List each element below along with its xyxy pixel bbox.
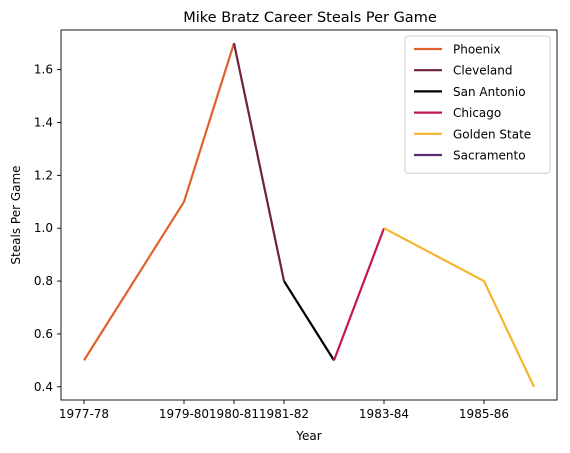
series-line-phoenix (83, 42, 236, 361)
y-tick-label: 1.4 (34, 116, 53, 130)
x-axis-title: Year (295, 429, 321, 443)
y-axis-title: Steals Per Game (9, 165, 23, 264)
legend-label: Chicago (453, 106, 501, 120)
x-tick-label: 1979-80 (159, 407, 209, 421)
legend-label: Sacramento (453, 149, 526, 163)
series-line-chicago (332, 227, 386, 361)
x-axis: 1977-78 1979-80 1980-81 1981-82 1983-84 1985-… (59, 400, 509, 421)
y-tick-label: 1.6 (34, 63, 53, 77)
chart-title: Mike Bratz Career Steals Per Game (183, 10, 437, 26)
series-line-cleveland (232, 42, 286, 282)
legend-label: Cleveland (453, 64, 513, 78)
x-tick-label: 1980-81 (209, 407, 259, 421)
x-tick-label: 1977-78 (59, 407, 109, 421)
x-tick-label: 1983-84 (359, 407, 409, 421)
x-tick-label: 1981-82 (259, 407, 309, 421)
legend-label: San Antonio (453, 85, 526, 99)
legend: Phoenix Cleveland San Antonio Chicago Golden… (404, 35, 551, 174)
legend-label: Golden State (453, 127, 531, 141)
y-tick-label: 0.8 (34, 274, 53, 288)
y-tick-label: 1.0 (34, 221, 53, 235)
plot-frame (60, 29, 558, 401)
x-tick-label: 1985-86 (459, 407, 509, 421)
series-line-san-antonio (283, 280, 335, 361)
series-line-golden-state (383, 227, 535, 388)
legend-label: Phoenix (453, 43, 501, 57)
y-tick-label: 0.6 (34, 327, 53, 341)
series-layer (83, 42, 535, 388)
y-axis: 0.4 0.6 0.8 1.0 1.2 1.4 1.6 (34, 63, 61, 394)
y-tick-label: 0.4 (34, 380, 53, 394)
y-tick-label: 1.2 (34, 168, 53, 182)
